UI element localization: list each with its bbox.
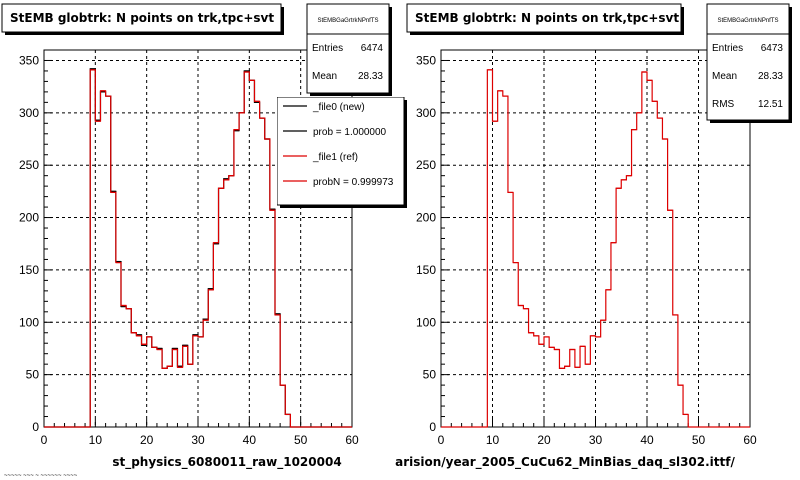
x-tick-label: 50 — [294, 433, 308, 447]
stats-label: RMS — [712, 99, 735, 110]
x-tick-label: 20 — [537, 433, 551, 447]
x-tick-label: 50 — [692, 433, 706, 447]
y-tick-label: 300 — [19, 106, 39, 120]
x-tick-label: 40 — [243, 433, 257, 447]
y-tick-label: 350 — [19, 53, 39, 67]
legend-label: prob = 1.000000 — [313, 127, 387, 138]
x-tick-label: 0 — [41, 433, 48, 447]
stats-box — [706, 3, 790, 121]
x-tick-label: 60 — [743, 433, 757, 447]
stats-value: 28.33 — [358, 71, 383, 82]
footer-text: ~~~~~ ~~~ ~ ~~~~~~ ~~~~ — [4, 473, 78, 479]
x-axis-label: arision/year_2005_CuCu62_MinBias_daq_sl3… — [395, 455, 735, 470]
y-tick-label: 50 — [26, 368, 40, 382]
legend-label: probN = 0.999973 — [313, 177, 394, 188]
stats-box — [306, 3, 390, 94]
x-tick-label: 10 — [89, 433, 103, 447]
y-tick-label: 300 — [416, 106, 436, 120]
legend-box — [277, 97, 405, 206]
stats-value: 28.33 — [758, 71, 783, 82]
x-tick-label: 60 — [345, 433, 359, 447]
y-tick-label: 50 — [423, 368, 437, 382]
y-tick-label: 350 — [416, 53, 436, 67]
legend: _file0 (new) prob = 1.000000 _file1 (ref) p… — [277, 97, 407, 208]
stats-label: Mean — [312, 71, 337, 82]
stats-value: 6473 — [761, 43, 784, 54]
legend-label: _file1 (ref) — [312, 152, 358, 163]
stats-value: 12.51 — [758, 99, 783, 110]
y-tick-label: 250 — [19, 158, 39, 172]
stats-value: 6474 — [361, 43, 384, 54]
stats-label: Entries — [712, 43, 743, 54]
chart-title: StEMB globtrk: N points on trk,tpc+svt — [415, 11, 679, 25]
x-tick-label: 40 — [640, 433, 654, 447]
x-tick-label: 30 — [589, 433, 603, 447]
x-tick-label: 0 — [438, 433, 445, 447]
series-2 — [44, 69, 352, 428]
y-tick-label: 250 — [416, 158, 436, 172]
histogram-pad-2: 0 10 20 30 40 50 60 0 50 100 150 200 250 300 350 StEMB … — [395, 3, 792, 470]
title-box — [1, 3, 282, 33]
y-tick-label: 0 — [429, 420, 436, 434]
y-tick-label: 150 — [416, 263, 436, 277]
y-tick-label: 100 — [416, 315, 436, 329]
histogram-pad-1: 0 10 20 30 40 50 60 0 50 100 150 200 250 300 350 StEMB … — [1, 3, 407, 470]
y-tick-label: 200 — [19, 211, 39, 225]
series-1 — [441, 69, 750, 428]
y-tick-label: 100 — [19, 315, 39, 329]
x-axis-label: st_physics_6080011_raw_1020004 — [112, 455, 341, 470]
stats-label: Mean — [712, 71, 737, 82]
x-tick-label: 10 — [486, 433, 500, 447]
y-tick-label: 200 — [416, 211, 436, 225]
y-tick-label: 150 — [19, 263, 39, 277]
chart-title: StEMB globtrk: N points on trk,tpc+svt — [10, 11, 274, 25]
x-tick-label: 30 — [191, 433, 205, 447]
stats-name: StEMBGaGrtrkNPnfTS — [717, 18, 778, 24]
title-box — [406, 3, 682, 33]
stats-name: StEMBGaGrtrkNPnfTS — [317, 18, 378, 24]
stats-label: Entries — [312, 43, 343, 54]
y-tick-label: 0 — [32, 420, 39, 434]
legend-label: _file0 (new) — [312, 102, 365, 113]
x-tick-label: 20 — [140, 433, 154, 447]
